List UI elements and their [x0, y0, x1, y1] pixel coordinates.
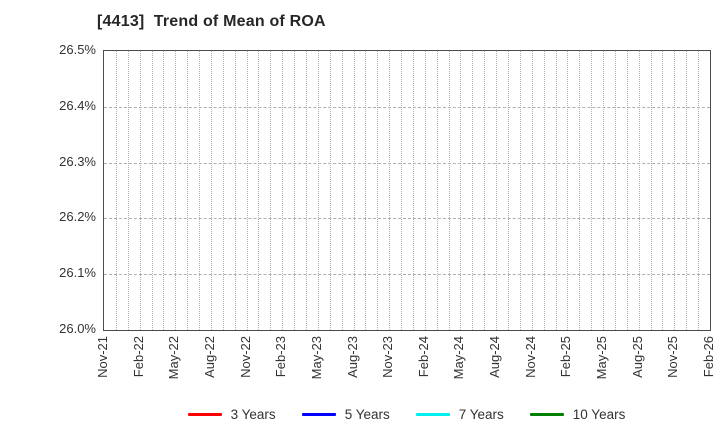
vertical-gridline	[591, 51, 593, 330]
vertical-gridline	[175, 51, 177, 330]
vertical-gridline	[412, 51, 414, 330]
vertical-gridline	[294, 51, 296, 330]
vertical-gridline	[317, 51, 319, 330]
vertical-gridline	[329, 51, 331, 330]
vertical-gridline	[258, 51, 260, 330]
x-tick-label: Aug-22	[201, 336, 217, 378]
x-tick-label: Nov-25	[665, 336, 681, 378]
legend-color-swatch	[187, 412, 222, 416]
vertical-gridline	[448, 51, 450, 330]
vertical-gridline	[555, 51, 557, 330]
x-tick-label: Feb-26	[701, 336, 716, 378]
legend-color-swatch	[529, 412, 564, 416]
legend-item: 7 Years	[415, 406, 504, 422]
horizontal-gridline	[104, 218, 710, 220]
plot-area	[103, 50, 711, 331]
vertical-gridline	[151, 51, 153, 330]
vertical-gridline	[496, 51, 498, 330]
vertical-gridline	[365, 51, 367, 330]
vertical-gridline	[531, 51, 533, 330]
vertical-gridline	[543, 51, 545, 330]
vertical-gridline	[614, 51, 616, 330]
vertical-gridline	[353, 51, 355, 330]
y-tick-label: 26.5%	[59, 42, 96, 57]
vertical-gridline	[650, 51, 652, 330]
x-tick-label: Nov-23	[380, 336, 396, 378]
x-tick-label: Aug-25	[629, 336, 645, 378]
series-layer	[104, 51, 710, 330]
legend-item: 5 Years	[301, 406, 390, 422]
vertical-gridline	[187, 51, 189, 330]
vertical-gridline	[199, 51, 201, 330]
vertical-gridline	[436, 51, 438, 330]
x-tick-label: May-25	[594, 336, 610, 380]
vertical-gridline	[401, 51, 403, 330]
vertical-gridline	[377, 51, 379, 330]
legend-label: 10 Years	[572, 406, 626, 422]
vertical-gridline	[222, 51, 224, 330]
vertical-gridline	[424, 51, 426, 330]
x-tick-label: Feb-22	[130, 336, 146, 378]
vertical-gridline	[127, 51, 129, 330]
chart-title: [4413] Trend of Mean of ROA	[97, 13, 326, 30]
vertical-gridline	[484, 51, 486, 330]
vertical-gridline	[163, 51, 165, 330]
x-tick-label: Aug-23	[344, 336, 360, 378]
vertical-gridline	[306, 51, 307, 330]
x-tick-label: May-24	[451, 336, 467, 380]
vertical-gridline	[603, 51, 605, 330]
y-tick-label: 26.1%	[59, 265, 96, 281]
y-tick-label: 26.4%	[59, 97, 96, 113]
x-tick-label: Nov-21	[95, 336, 110, 378]
legend-item: 3 Years	[187, 406, 276, 422]
vertical-gridline	[341, 51, 343, 330]
legend-label: 3 Years	[230, 406, 276, 422]
vertical-gridline	[246, 51, 248, 330]
x-tick-label: Nov-24	[522, 336, 538, 378]
horizontal-gridline	[104, 106, 710, 108]
y-tick-label: 26.3%	[59, 153, 96, 169]
vertical-gridline	[210, 51, 212, 330]
legend-label: 5 Years	[344, 406, 390, 422]
vertical-gridline	[567, 51, 569, 330]
horizontal-gridline	[104, 162, 710, 164]
vertical-gridline	[115, 51, 117, 330]
vertical-gridline	[472, 51, 474, 330]
vertical-gridline	[519, 51, 521, 330]
legend-color-swatch	[301, 412, 336, 416]
vertical-gridline	[508, 51, 509, 330]
x-tick-label: Aug-24	[487, 336, 503, 378]
vertical-gridline	[579, 51, 581, 330]
x-tick-label: Feb-23	[273, 336, 289, 378]
legend-item: 10 Years	[529, 406, 626, 422]
legend: 3 Years 5 Years 7 Years 10 Years	[103, 404, 710, 424]
horizontal-gridline	[104, 274, 710, 276]
x-tick-label: Nov-22	[237, 336, 253, 378]
x-tick-label: Feb-24	[415, 336, 431, 378]
x-tick-label: May-23	[308, 336, 324, 380]
vertical-gridline	[674, 51, 676, 330]
legend-color-swatch	[415, 412, 450, 416]
x-tick-label: Feb-25	[558, 336, 574, 378]
vertical-gridline	[389, 51, 391, 330]
vertical-gridline	[626, 51, 628, 330]
vertical-gridline	[686, 51, 688, 330]
vertical-gridline	[282, 51, 284, 330]
vertical-gridline	[234, 51, 236, 330]
vertical-gridline	[270, 51, 272, 330]
vertical-gridline	[139, 51, 141, 330]
vertical-gridline	[698, 51, 700, 330]
y-tick-label: 26.2%	[59, 209, 96, 225]
vertical-gridline	[460, 51, 462, 330]
y-tick-label: 26.0%	[59, 321, 96, 336]
legend-label: 7 Years	[458, 406, 504, 422]
x-tick-label: May-22	[166, 336, 182, 380]
vertical-gridline	[638, 51, 640, 330]
vertical-gridline	[662, 51, 664, 330]
